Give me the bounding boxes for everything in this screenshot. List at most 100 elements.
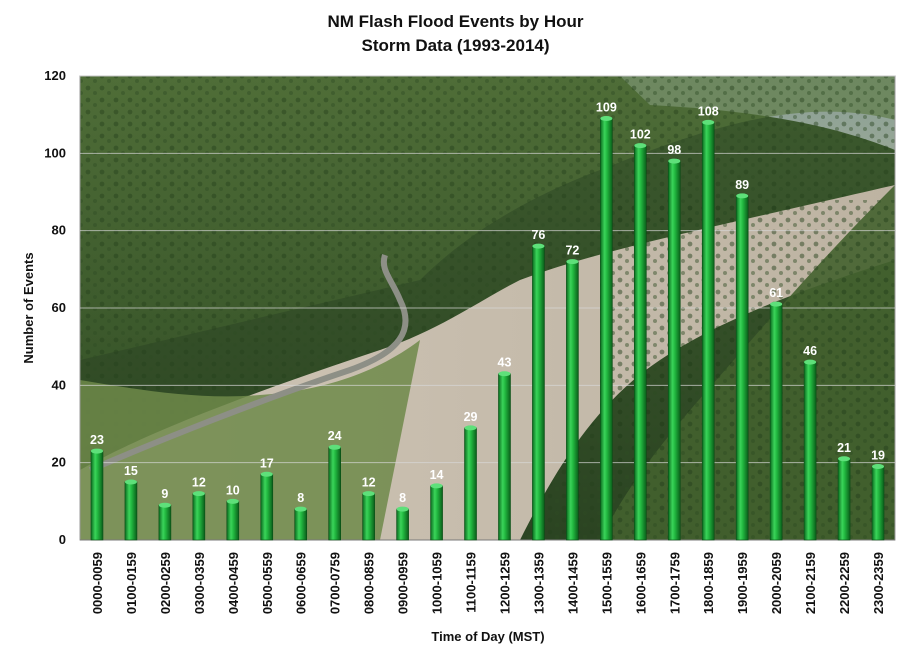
bar-cap — [838, 456, 851, 462]
data-label: 10 — [226, 483, 240, 497]
bar — [226, 501, 240, 541]
bar-cap — [498, 371, 511, 377]
bar — [837, 458, 851, 541]
bar — [701, 122, 715, 541]
y-tick-label: 120 — [44, 68, 66, 83]
bar-cap — [804, 359, 817, 365]
bar-cap — [770, 301, 783, 307]
y-tick-label: 60 — [52, 300, 66, 315]
x-tick-label: 2100-2159 — [803, 552, 818, 614]
bar-cap — [328, 444, 341, 450]
data-label: 9 — [161, 487, 168, 501]
x-tick-label: 1700-1759 — [667, 552, 682, 614]
x-tick-label: 1000-1059 — [430, 552, 445, 614]
grid-layer — [80, 75, 895, 464]
bar — [260, 473, 274, 541]
x-tick-label: 0800-0859 — [362, 552, 377, 614]
bar — [124, 481, 138, 541]
data-label: 98 — [667, 143, 681, 157]
chart-subtitle: Storm Data (1993-2014) — [361, 36, 550, 55]
data-label: 89 — [735, 178, 749, 192]
y-tick-label: 80 — [52, 223, 66, 238]
bar — [294, 508, 308, 541]
bar-cap — [158, 502, 171, 508]
bars-layer — [90, 116, 885, 541]
bar-cap — [90, 448, 103, 454]
bar — [769, 303, 783, 541]
data-label: 12 — [192, 476, 206, 490]
bar — [871, 466, 885, 541]
xticks-layer: 0000-0059 0100-0159 0200-0259 0300-0359 0400… — [90, 552, 886, 614]
x-tick-label: 0000-0059 — [90, 552, 105, 614]
bar — [192, 493, 206, 541]
x-tick-label: 1500-1559 — [599, 552, 614, 614]
bar — [735, 195, 749, 541]
x-tick-label: 1200-1259 — [497, 552, 512, 614]
data-label: 72 — [565, 244, 579, 258]
x-tick-label: 1800-1859 — [701, 552, 716, 614]
data-label: 43 — [498, 356, 512, 370]
bar — [566, 261, 579, 541]
x-tick-label: 1600-1659 — [633, 552, 648, 614]
data-label: 19 — [871, 449, 885, 463]
bar-cap — [430, 483, 443, 489]
bar-cap — [260, 471, 273, 477]
bar-cap — [362, 491, 375, 497]
bar-cap — [464, 425, 477, 431]
bar-cap — [294, 506, 307, 512]
y-tick-label: 40 — [52, 377, 66, 392]
bar — [634, 145, 647, 541]
bar-cap — [736, 193, 749, 199]
x-tick-label: 1400-1459 — [565, 552, 580, 614]
data-label: 8 — [399, 491, 406, 505]
bar — [328, 446, 341, 541]
bar-cap — [634, 143, 647, 149]
x-tick-label: 2300-2359 — [871, 552, 886, 614]
bar — [667, 160, 681, 541]
data-label: 102 — [630, 128, 651, 142]
bar — [158, 504, 172, 541]
bar — [90, 450, 104, 541]
y-tick-label: 100 — [44, 145, 66, 160]
x-tick-label: 1100-1159 — [464, 552, 479, 613]
bar-cap — [532, 243, 545, 249]
bar — [600, 118, 613, 541]
bar-cap — [566, 259, 579, 265]
data-label: 108 — [698, 104, 719, 118]
bar-cap — [668, 158, 681, 164]
data-label: 109 — [596, 101, 617, 115]
data-label: 61 — [769, 286, 783, 300]
x-tick-label: 0900-0959 — [396, 552, 411, 614]
data-label: 21 — [837, 441, 851, 455]
bar — [396, 508, 409, 541]
bar-cap — [192, 491, 205, 497]
bar-cap — [872, 464, 885, 470]
data-label: 17 — [260, 456, 274, 470]
y-tick-label: 0 — [59, 532, 66, 547]
x-tick-label: 0300-0359 — [192, 552, 207, 614]
data-label: 23 — [90, 433, 104, 447]
axis-layer: 0 20 40 60 80 100 120 — [44, 68, 895, 547]
x-tick-label: 1900-1959 — [735, 552, 750, 614]
bar-cap — [124, 479, 137, 485]
x-tick-label: 0600-0659 — [294, 552, 309, 614]
x-tick-label: 0100-0159 — [124, 552, 139, 614]
x-axis-title: Time of Day (MST) — [431, 629, 544, 644]
x-tick-label: 0700-0759 — [328, 552, 343, 614]
labels-layer: 23 15 9 12 10 17 8 24 12 8 14 29 43 76 72 109 102 98 108 89… — [90, 101, 885, 506]
bar — [430, 485, 443, 541]
data-label: 15 — [124, 464, 138, 478]
bar — [532, 245, 545, 541]
bar — [464, 427, 477, 541]
x-tick-label: 0200-0259 — [158, 552, 173, 614]
data-label: 76 — [531, 228, 545, 242]
y-axis-title: Number of Events — [21, 252, 36, 363]
bar — [362, 493, 375, 541]
data-label: 14 — [430, 468, 444, 482]
x-tick-label: 2000-2059 — [769, 552, 784, 614]
x-tick-label: 0500-0559 — [260, 552, 275, 614]
x-tick-label: 0400-0459 — [226, 552, 241, 614]
y-tick-label: 20 — [52, 455, 66, 470]
